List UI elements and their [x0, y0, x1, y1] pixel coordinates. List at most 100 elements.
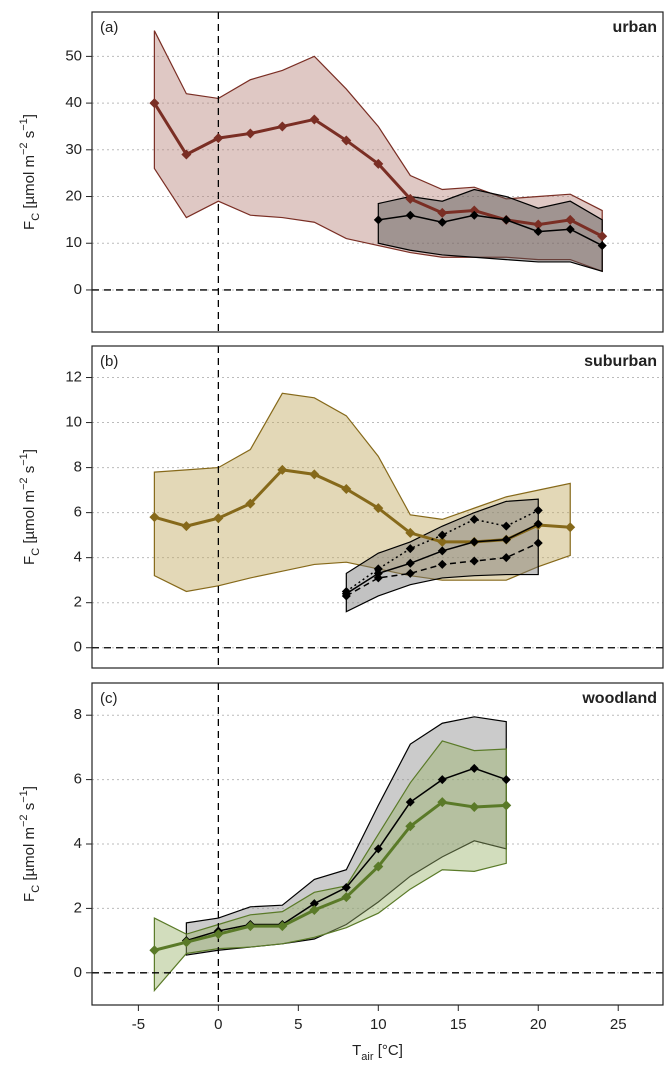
x-tick-label: 15 [450, 1016, 467, 1033]
data-point [341, 135, 352, 146]
data-point [437, 207, 448, 218]
y-axis-label-part: ] [21, 449, 38, 453]
panel-label: (c) [100, 690, 118, 707]
data-point [245, 128, 256, 139]
series-line [154, 800, 507, 952]
y-axis-label-part: s [21, 803, 38, 815]
data-point [565, 522, 576, 533]
data-point [341, 892, 352, 903]
data-point [373, 215, 383, 225]
data-point [597, 241, 607, 251]
data-point [277, 921, 288, 932]
data-point [245, 921, 256, 932]
y-axis-label: FC [µmol m−2 s−1] [18, 114, 42, 230]
y-tick-label: 10 [65, 414, 82, 431]
panel-label: (b) [100, 353, 118, 370]
data-point [437, 530, 447, 540]
y-tick-label: 40 [65, 94, 82, 111]
panel-title: suburban [584, 353, 657, 370]
data-point [469, 205, 480, 216]
data-point [469, 210, 479, 220]
y-tick-label: 30 [65, 141, 82, 158]
y-tick-label: 4 [74, 835, 82, 852]
y-axis-label-part: −2 [18, 477, 30, 490]
data-point [437, 546, 447, 556]
y-tick-label: 20 [65, 187, 82, 204]
x-tick-label: 25 [610, 1016, 627, 1033]
y-tick-label: 6 [74, 771, 82, 788]
data-point [405, 568, 415, 578]
data-point [373, 503, 384, 514]
data-point [181, 521, 192, 532]
data-point [501, 215, 511, 225]
data-point [437, 775, 447, 785]
data-point [437, 217, 447, 227]
data-point [213, 513, 224, 524]
data-point [533, 227, 543, 237]
data-point [149, 512, 160, 523]
y-axis-label-part: F [21, 556, 38, 565]
data-point [341, 586, 351, 596]
y-axis-label-part: ] [21, 786, 38, 790]
x-axis-label-part: air [361, 1051, 374, 1063]
plot-frame [91, 345, 664, 669]
data-point [405, 544, 415, 554]
y-axis-label-part: [µmol m [21, 490, 38, 548]
y-axis-label-part: −2 [18, 142, 30, 155]
x-tick-label: 0 [214, 1016, 222, 1033]
y-axis-label-part: [µmol m [21, 155, 38, 213]
y-axis-label-part: F [21, 893, 38, 902]
data-point [501, 553, 511, 563]
x-axis-label-part: [°C] [374, 1042, 403, 1059]
y-axis-label-part: F [21, 221, 38, 230]
data-point [373, 844, 383, 854]
y-axis-label: FC [µmol m−2 s−1] [18, 786, 42, 902]
y-axis-label-part: C [30, 213, 42, 221]
y-tick-label: 50 [65, 47, 82, 64]
data-point [341, 882, 351, 892]
data-point [213, 133, 224, 144]
y-axis-label-part: C [30, 548, 42, 556]
x-tick-label: 10 [370, 1016, 387, 1033]
panel-title: urban [613, 19, 657, 36]
y-axis-label-part: [µmol m [21, 827, 38, 885]
data-point [373, 158, 384, 169]
data-point [277, 121, 288, 132]
data-point [373, 564, 383, 574]
y-tick-label: 0 [74, 281, 82, 298]
data-point [501, 535, 511, 545]
data-point [405, 527, 416, 538]
data-point [437, 797, 448, 808]
data-point [469, 537, 479, 547]
y-tick-label: 2 [74, 594, 82, 611]
data-point [373, 573, 383, 583]
y-axis-label-part: −1 [18, 118, 30, 131]
plot-frame [91, 11, 664, 333]
data-point [501, 800, 512, 811]
y-axis-label-part: C [30, 885, 42, 893]
plot-frame [91, 682, 664, 1006]
data-point [181, 149, 192, 160]
data-point [341, 591, 351, 601]
data-point [277, 464, 288, 475]
x-tick-label: 5 [294, 1016, 302, 1033]
data-point [597, 231, 608, 242]
data-point [245, 498, 256, 509]
data-point [565, 224, 575, 234]
y-tick-label: 2 [74, 899, 82, 916]
y-axis-label-part: s [21, 131, 38, 143]
y-tick-label: 8 [74, 706, 82, 723]
x-axis-label-part: T [352, 1042, 361, 1059]
data-point [533, 519, 543, 529]
y-tick-label: 10 [65, 234, 82, 251]
data-point [309, 899, 319, 909]
data-point [437, 536, 448, 547]
y-tick-label: 8 [74, 459, 82, 476]
data-point [213, 929, 224, 940]
data-point [373, 861, 384, 872]
data-point [149, 945, 160, 956]
data-point [533, 219, 544, 230]
data-point [341, 483, 352, 494]
x-axis-label: Tair [°C] [352, 1042, 403, 1063]
